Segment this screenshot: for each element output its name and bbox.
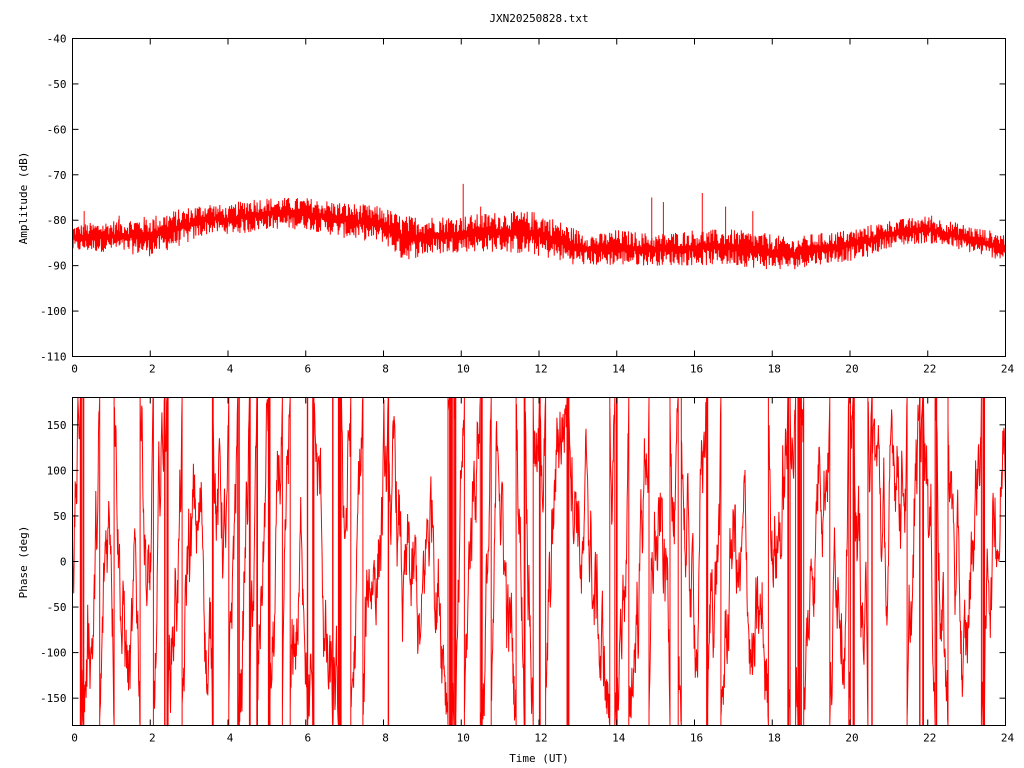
x-tick-label: 4	[227, 363, 234, 376]
y-tick-label: 0	[60, 556, 67, 569]
x-tick-label: 2	[149, 363, 156, 376]
y-tick-label: -90	[47, 260, 67, 273]
x-tick-label: 10	[457, 732, 470, 745]
x-tick-label: 0	[71, 732, 78, 745]
y-tick-label: -100	[40, 647, 67, 660]
y-tick-label: -150	[40, 692, 67, 705]
phase-panel: 0 2 4 6 8 10 12 14 16 18 20 22 24150100500-50-100-15…	[17, 397, 1015, 765]
y-tick-label: -60	[47, 123, 67, 136]
phase-trace-group	[72, 397, 1006, 727]
x-tick-label: 6	[304, 732, 311, 745]
amplitude-plot-frame	[72, 38, 1006, 357]
x-tick-label: 8	[382, 363, 389, 376]
x-tick-label: 22	[923, 732, 936, 745]
y-tick-label: -40	[47, 33, 67, 46]
phase-y-axis-label: Phase (deg)	[17, 526, 30, 599]
x-tick-label: 12	[534, 732, 547, 745]
amplitude-trace-group	[72, 183, 1006, 270]
x-tick-label: 8	[382, 732, 389, 745]
y-tick-label: -110	[40, 351, 67, 364]
y-tick-label: 150	[47, 419, 67, 432]
x-tick-label: 14	[612, 732, 626, 745]
y-tick-label: 100	[47, 464, 67, 477]
phase-ticks: 0 2 4 6 8 10 12 14 16 18 20 22 24150100500-50-100-15…	[40, 397, 1015, 745]
y-tick-label: -50	[47, 78, 67, 91]
phase-x-axis-label: Time (UT)	[509, 752, 569, 765]
amplitude-series-line	[72, 197, 1006, 270]
x-tick-label: 14	[612, 363, 626, 376]
x-tick-label: 0	[71, 363, 78, 376]
x-tick-label: 10	[457, 363, 470, 376]
y-tick-label: -70	[47, 169, 67, 182]
x-tick-label: 20	[845, 732, 858, 745]
x-tick-label: 18	[768, 732, 781, 745]
amplitude-panel: 0 2 4 6 8 10 12 14 16 18 20 22 24-40-50-60-70-80-90-…	[17, 33, 1014, 376]
phase-series-line	[72, 397, 1006, 727]
y-tick-label: -50	[47, 601, 67, 614]
x-tick-label: 6	[304, 363, 311, 376]
amplitude-y-axis-label: Amplitude (dB)	[17, 152, 30, 245]
x-tick-label: 22	[923, 363, 936, 376]
x-tick-label: 12	[534, 363, 547, 376]
y-tick-label: -100	[40, 305, 67, 318]
x-tick-label: 24	[1001, 732, 1015, 745]
y-tick-label: -80	[47, 214, 67, 227]
x-tick-label: 20	[845, 363, 858, 376]
x-tick-label: 4	[227, 732, 234, 745]
x-tick-label: 16	[690, 732, 703, 745]
x-tick-label: 2	[149, 732, 156, 745]
y-tick-label: 50	[53, 510, 66, 523]
chart-title: JXN20250828.txt	[489, 12, 588, 25]
amplitude-ticks: 0 2 4 6 8 10 12 14 16 18 20 22 24-40-50-60-70-80-90-…	[40, 33, 1014, 376]
x-tick-label: 18	[768, 363, 781, 376]
x-tick-label: 16	[690, 363, 703, 376]
x-tick-label: 24	[1001, 363, 1015, 376]
